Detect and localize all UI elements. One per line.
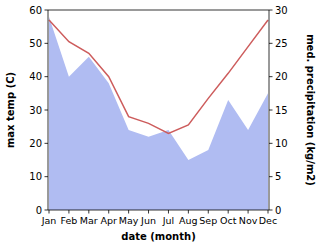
- y-tick: [45, 76, 49, 77]
- x-tick: [49, 210, 50, 214]
- y2-tick: [269, 76, 273, 77]
- x-tick: [168, 210, 169, 214]
- y2-tick-label: 30: [275, 5, 288, 16]
- x-tick-label: Aug: [179, 215, 198, 226]
- x-tick-label: Dec: [259, 215, 277, 226]
- y-tick: [45, 143, 49, 144]
- y2-tick-label: 0: [275, 205, 281, 216]
- top-axis: [48, 10, 269, 11]
- y2-axis-label: med. precipitation (kg/m2): [305, 34, 316, 186]
- y-tick-label: 30: [29, 105, 42, 116]
- temperature-line: [49, 20, 268, 133]
- x-axis-label: date (month): [121, 231, 195, 242]
- x-tick-label: Feb: [60, 215, 77, 226]
- x-tick-label: Jan: [41, 215, 57, 226]
- y-tick-label: 60: [29, 5, 42, 16]
- x-tick-label: Jun: [140, 215, 156, 226]
- x-tick-label: Jul: [162, 215, 174, 226]
- y2-tick: [269, 210, 273, 211]
- x-tick-label: May: [119, 215, 139, 226]
- y2-tick-label: 5: [275, 171, 281, 182]
- y-tick-label: 40: [29, 71, 42, 82]
- y-tick: [45, 176, 49, 177]
- y2-tick-label: 20: [275, 71, 288, 82]
- y-axis-label: max temp (C): [5, 72, 16, 148]
- x-tick: [148, 210, 149, 214]
- plot-area: [49, 17, 268, 210]
- x-tick-label: Sep: [199, 215, 217, 226]
- y2-tick: [269, 110, 273, 111]
- x-tick: [108, 210, 109, 214]
- bottom-axis: [48, 210, 269, 211]
- y-tick: [45, 110, 49, 111]
- x-tick: [208, 210, 209, 214]
- x-tick: [68, 210, 69, 214]
- x-tick: [248, 210, 249, 214]
- x-tick: [88, 210, 89, 214]
- precipitation-area: [49, 17, 268, 210]
- y2-tick: [269, 43, 273, 44]
- y-tick-label: 50: [29, 38, 42, 49]
- y2-tick-label: 25: [275, 38, 288, 49]
- y-tick: [45, 43, 49, 44]
- x-tick-label: Oct: [220, 215, 237, 226]
- x-tick-label: Mar: [80, 215, 98, 226]
- y-tick-label: 0: [36, 205, 42, 216]
- x-tick-label: Apr: [101, 215, 118, 226]
- y2-tick: [269, 10, 273, 11]
- y-tick-label: 20: [29, 138, 42, 149]
- x-tick: [228, 210, 229, 214]
- y2-tick: [269, 143, 273, 144]
- y2-tick-label: 15: [275, 105, 288, 116]
- x-tick: [188, 210, 189, 214]
- y2-tick-label: 10: [275, 138, 288, 149]
- chart: 0 10 20 30 40 50 60 0 5 10 15 20 25 30 JanFebMarAprMay…: [0, 0, 318, 247]
- x-tick-label: Nov: [239, 215, 258, 226]
- x-tick: [268, 210, 269, 214]
- y-tick: [45, 10, 49, 11]
- y-tick-label: 10: [29, 171, 42, 182]
- x-tick: [128, 210, 129, 214]
- y2-tick: [269, 176, 273, 177]
- y-tick: [45, 210, 49, 211]
